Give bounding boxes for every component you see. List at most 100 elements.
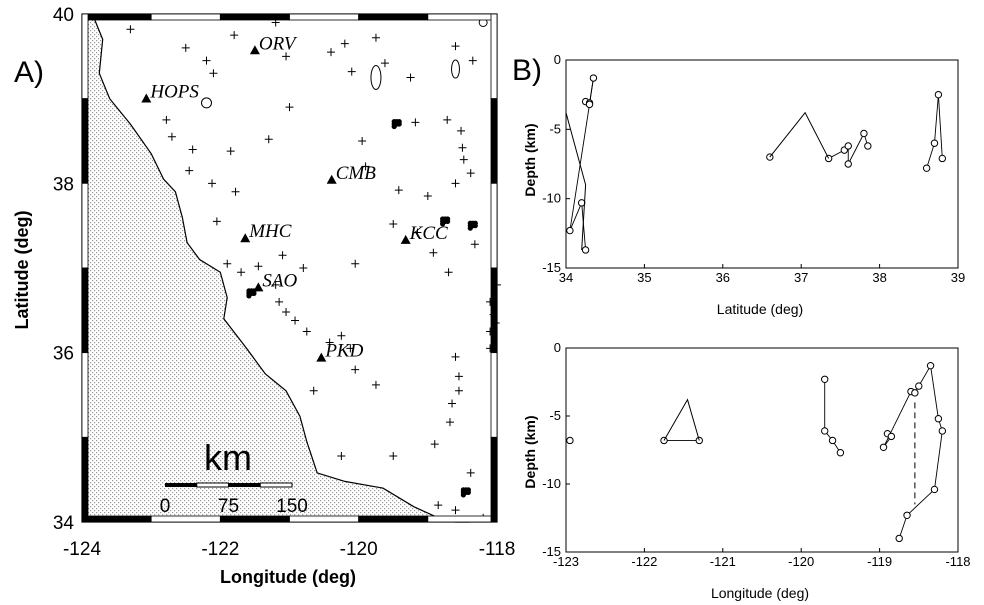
event-marker (451, 42, 460, 51)
x-tick-label: -124 (63, 539, 101, 560)
connector-line (926, 143, 935, 169)
event-marker (340, 39, 349, 48)
data-point (930, 485, 939, 494)
event-marker (208, 179, 217, 188)
event-marker (264, 135, 273, 144)
data-point (938, 427, 947, 435)
event-marker (444, 268, 453, 277)
scale-bar-label: 150 (276, 496, 308, 517)
connector-line (930, 365, 939, 419)
event-marker (457, 126, 466, 135)
event-marker (466, 468, 475, 477)
y-tick-label: -5 (549, 121, 561, 136)
panel-b-label: B) (512, 54, 542, 87)
y-tick-label: -15 (542, 260, 561, 275)
y-tick-label: -10 (542, 191, 561, 206)
station-label: MHC (248, 221, 292, 242)
plot-frame (565, 347, 959, 553)
scale-bar-label: 0 (160, 496, 171, 517)
event-cluster (246, 293, 252, 299)
data-point (887, 432, 896, 441)
frame-segment (490, 98, 498, 184)
event-marker (451, 352, 460, 361)
event-marker (406, 73, 415, 82)
event-marker (468, 56, 477, 65)
frame-segment (490, 436, 498, 523)
frame-segment (150, 13, 221, 21)
event-marker (271, 280, 280, 289)
depth-vs-latitude-plot: 34 35 36 37 38 39 0 -5 -10 -15 (542, 52, 965, 285)
data-point (911, 389, 919, 397)
frame-segment (358, 13, 429, 21)
station-triangle (249, 45, 260, 55)
data-point (860, 129, 868, 138)
data-point (821, 427, 829, 435)
event-marker (445, 418, 454, 427)
lake (370, 65, 382, 90)
station-label: HOPS (149, 82, 199, 103)
x-tick-label: -122 (201, 539, 239, 560)
event-marker (470, 240, 479, 249)
event-marker (351, 365, 360, 374)
x-tick-label: 37 (794, 270, 808, 285)
frame-segment (81, 13, 152, 21)
y-tick-label: 34 (53, 513, 75, 534)
frame-segment (490, 182, 498, 269)
station-label: ORV (259, 33, 298, 54)
data-point (922, 164, 931, 172)
station-triangle (326, 174, 337, 184)
x-tick-label: -122 (631, 554, 657, 569)
frame-segment (81, 98, 89, 184)
y-tick-label: 40 (53, 5, 74, 26)
scale-bar-segment (196, 482, 229, 488)
event-marker (413, 228, 422, 237)
event-marker (351, 259, 360, 268)
event-marker (185, 166, 194, 175)
event-marker (346, 344, 355, 353)
event-marker (371, 33, 380, 42)
data-point (895, 534, 903, 543)
x-tick-label: 38 (872, 270, 886, 285)
data-point (828, 436, 837, 445)
event-marker (167, 132, 176, 141)
event-marker (458, 143, 467, 152)
b2-y-axis-title: Depth (km) (522, 415, 538, 488)
event-marker (389, 219, 398, 228)
connector-line (663, 398, 700, 441)
y-tick-label: -5 (549, 408, 561, 423)
connector-line (769, 111, 830, 159)
frame-segment (81, 436, 89, 523)
map-y-axis-title: Latitude (deg) (12, 211, 32, 330)
connector-line (569, 202, 583, 231)
data-point (844, 142, 852, 150)
event-marker (389, 451, 398, 460)
connector-line (847, 133, 865, 165)
x-tick-label: -120 (788, 554, 814, 569)
data-point (926, 361, 935, 370)
data-point (938, 154, 947, 163)
event-cluster (472, 223, 478, 229)
event-marker (209, 69, 218, 78)
data-point (934, 415, 943, 423)
data-point (581, 246, 590, 254)
y-tick-label: 0 (554, 52, 561, 67)
event-marker (212, 217, 221, 226)
b2-x-axis-title: Longitude (deg) (711, 585, 809, 601)
map-x-axis-title: Longitude (deg) (220, 567, 356, 587)
connector-line (565, 112, 587, 251)
station-triangle (253, 282, 264, 292)
frame-segment (81, 182, 89, 269)
connector-line (906, 489, 935, 516)
event-marker (299, 264, 308, 272)
frame-segment (490, 352, 498, 438)
event-marker (394, 186, 403, 195)
y-tick-label: -15 (542, 544, 561, 559)
event-marker (411, 118, 420, 127)
event-marker (448, 399, 457, 408)
event-marker (380, 59, 389, 68)
data-point (930, 139, 939, 147)
data-point (934, 90, 943, 99)
y-tick-label: 0 (554, 340, 561, 355)
event-marker (371, 380, 380, 389)
